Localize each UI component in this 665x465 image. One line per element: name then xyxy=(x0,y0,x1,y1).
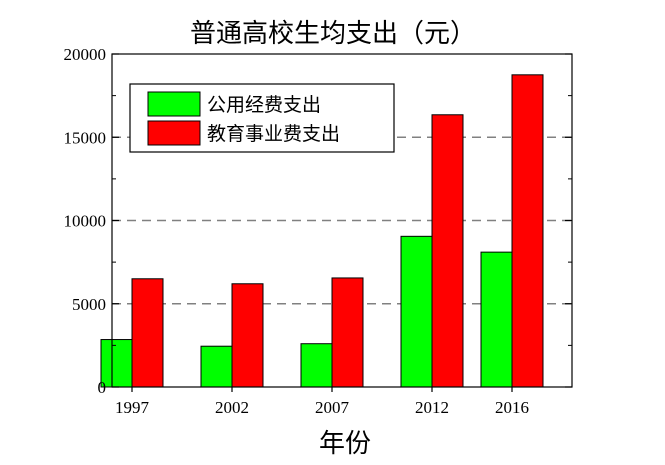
x-tick-label-2007: 2007 xyxy=(315,398,350,417)
bar-education-2016 xyxy=(511,74,544,388)
bars xyxy=(100,74,544,388)
y-tick-label-10000: 10000 xyxy=(64,212,107,231)
x-axis-label: 年份 xyxy=(319,429,371,459)
y-tick-label-20000: 20000 xyxy=(64,45,107,64)
x-tick-label-2012: 2012 xyxy=(415,398,449,417)
x-tick-label-2016: 2016 xyxy=(495,398,529,417)
bar-education-2002 xyxy=(231,283,264,388)
x-tick-label-1997: 1997 xyxy=(115,398,150,417)
x-tick-label-2002: 2002 xyxy=(215,398,249,417)
chart-title: 普通高校生均支出（元） xyxy=(190,19,476,49)
x-axis: 1997 2002 2007 2012 2016 xyxy=(115,387,529,417)
legend-label-education: 教育事业费支出 xyxy=(207,123,340,145)
legend-label-public: 公用经费支出 xyxy=(207,94,321,116)
bar-public-2016 xyxy=(480,251,513,388)
bar-public-1997 xyxy=(100,339,133,388)
legend-swatch-education xyxy=(147,120,201,146)
bar-public-2007 xyxy=(300,343,333,388)
bar-public-2002 xyxy=(200,345,233,388)
bar-education-1997 xyxy=(131,278,164,388)
bar-education-2012 xyxy=(431,114,464,388)
y-tick-label-0: 0 xyxy=(98,378,107,397)
y-tick-label-5000: 5000 xyxy=(72,295,106,314)
y-axis: 0 5000 10000 15000 20000 xyxy=(64,45,572,397)
legend: 公用经费支出 教育事业费支出 xyxy=(129,83,395,153)
bar-public-2012 xyxy=(400,235,433,388)
bar-education-2007 xyxy=(331,277,364,388)
legend-swatch-public xyxy=(147,91,201,117)
y-tick-label-15000: 15000 xyxy=(64,128,107,147)
